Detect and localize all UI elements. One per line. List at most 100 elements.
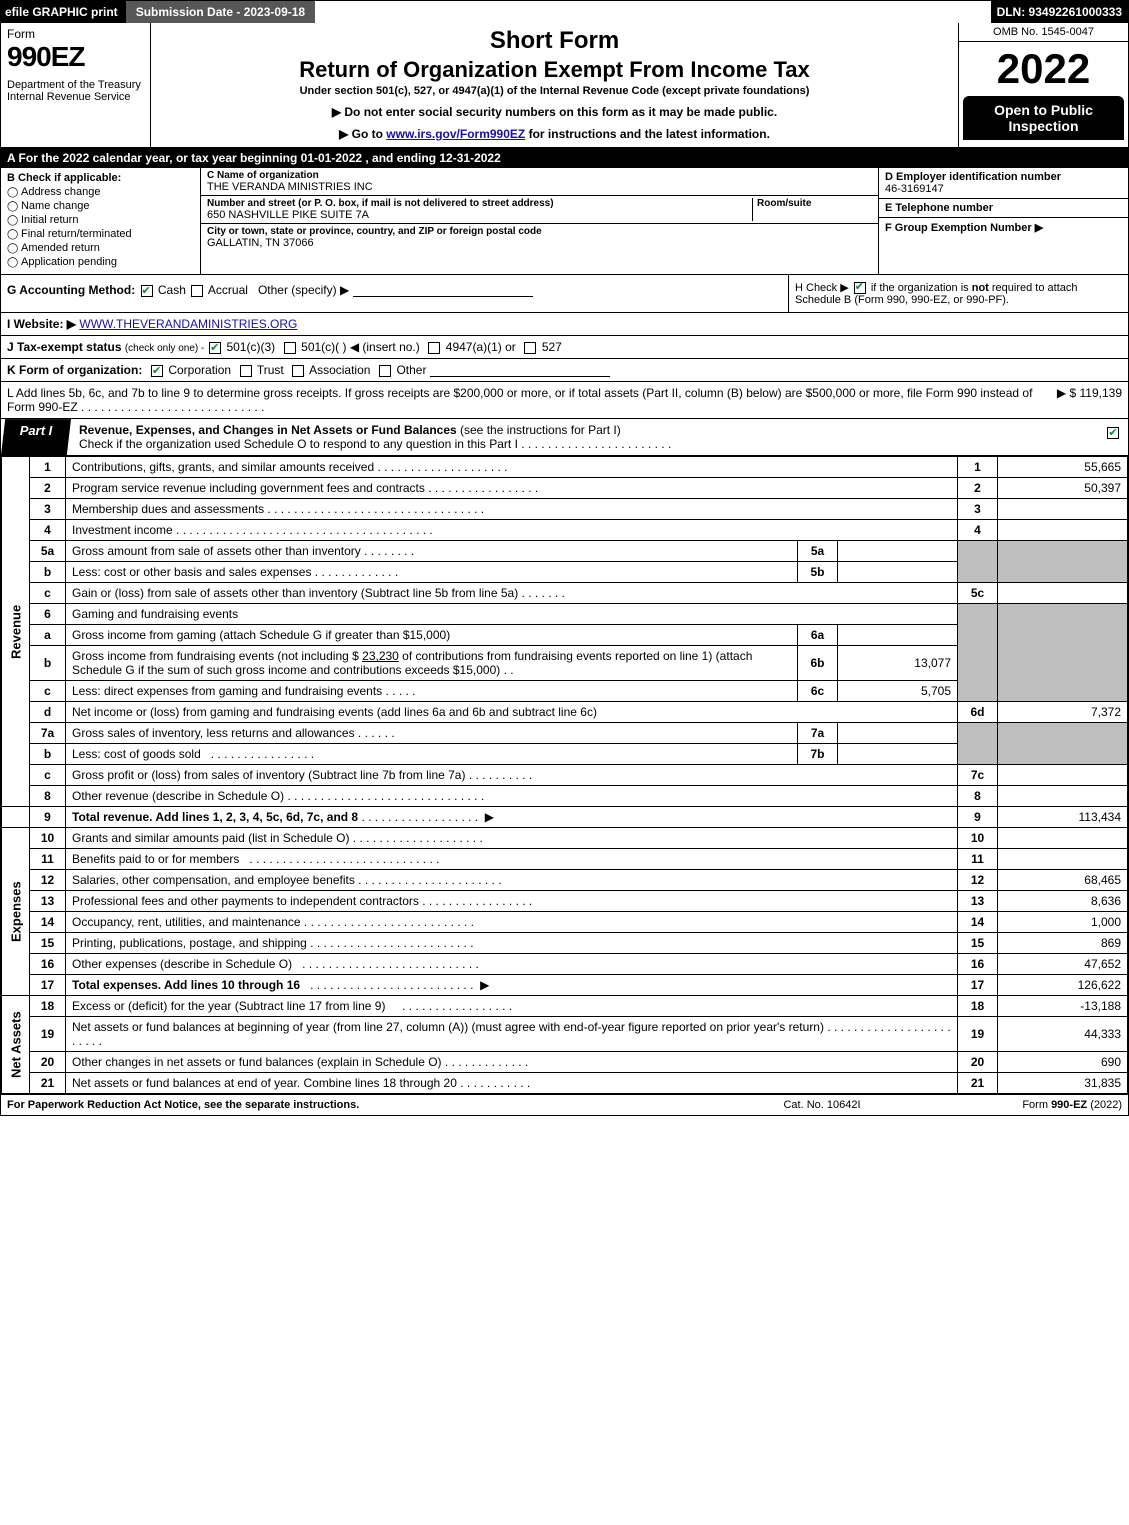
l3-n: 3 bbox=[30, 499, 66, 520]
l6b-n: b bbox=[30, 646, 66, 681]
l5c-v bbox=[998, 583, 1128, 604]
row-I-website: I Website: ▶ WWW.THEVERANDAMINISTRIES.OR… bbox=[1, 313, 1128, 336]
l5ab-grey bbox=[958, 541, 998, 583]
l6a-d: Gross income from gaming (attach Schedul… bbox=[66, 625, 798, 646]
B-final-return[interactable]: Final return/terminated bbox=[7, 228, 194, 240]
l10-d: Grants and similar amounts paid (list in… bbox=[66, 828, 958, 849]
K-other-blank[interactable] bbox=[430, 363, 610, 377]
part1-check-text: Check if the organization used Schedule … bbox=[79, 437, 518, 451]
K-assoc-check[interactable] bbox=[292, 365, 304, 377]
irs-link[interactable]: www.irs.gov/Form990EZ bbox=[386, 127, 525, 141]
B-application-pending[interactable]: Application pending bbox=[7, 256, 194, 268]
row-line-9: 9 Total revenue. Add lines 1, 2, 3, 4, 5… bbox=[2, 807, 1128, 828]
C-city-label: City or town, state or province, country… bbox=[207, 226, 872, 237]
expenses-vlabel: Expenses bbox=[2, 828, 30, 996]
L-amount: 119,139 bbox=[1080, 386, 1123, 400]
H-check[interactable] bbox=[854, 282, 866, 294]
row-line-7c: c Gross profit or (loss) from sales of i… bbox=[2, 765, 1128, 786]
K-corp-check[interactable] bbox=[151, 365, 163, 377]
revenue-vlabel: Revenue bbox=[2, 457, 30, 807]
l9-n: 9 bbox=[30, 807, 66, 828]
row-line-20: 20 Other changes in net assets or fund b… bbox=[2, 1052, 1128, 1073]
J-501c-check[interactable] bbox=[284, 342, 296, 354]
form-header: Form 990EZ Department of the Treasury In… bbox=[1, 23, 1128, 148]
B-name-change[interactable]: Name change bbox=[7, 200, 194, 212]
instr-goto: ▶ Go to www.irs.gov/Form990EZ for instru… bbox=[157, 127, 952, 141]
l12-v: 68,465 bbox=[998, 870, 1128, 891]
l9-v: 113,434 bbox=[998, 807, 1128, 828]
l8-c: 8 bbox=[958, 786, 998, 807]
B-address-change[interactable]: Address change bbox=[7, 186, 194, 198]
row-line-8: 8 Other revenue (describe in Schedule O)… bbox=[2, 786, 1128, 807]
l6a-m: 6a bbox=[798, 625, 838, 646]
l17-c: 17 bbox=[958, 975, 998, 996]
I-website-link[interactable]: WWW.THEVERANDAMINISTRIES.ORG bbox=[79, 317, 297, 331]
l20-n: 20 bbox=[30, 1052, 66, 1073]
l6d-v: 7,372 bbox=[998, 702, 1128, 723]
K-assoc: Association bbox=[309, 363, 370, 377]
E-label: E Telephone number bbox=[885, 202, 1122, 214]
l7a-mv bbox=[838, 723, 958, 744]
form-number: 990EZ bbox=[7, 41, 144, 73]
l6a-n: a bbox=[30, 625, 66, 646]
K-other-check[interactable] bbox=[379, 365, 391, 377]
l5c-c: 5c bbox=[958, 583, 998, 604]
l6c-mv: 5,705 bbox=[838, 681, 958, 702]
l2-n: 2 bbox=[30, 478, 66, 499]
B-initial-return[interactable]: Initial return bbox=[7, 214, 194, 226]
l16-v: 47,652 bbox=[998, 954, 1128, 975]
l11-v bbox=[998, 849, 1128, 870]
open-to-public: Open to Public Inspection bbox=[963, 96, 1124, 140]
I-label: I Website: ▶ bbox=[7, 317, 76, 331]
part1-schedO-check[interactable] bbox=[1098, 419, 1128, 455]
B-amended-return[interactable]: Amended return bbox=[7, 242, 194, 254]
footer-catno: Cat. No. 10642I bbox=[722, 1099, 922, 1111]
l5a-mv bbox=[838, 541, 958, 562]
J-501c3-check[interactable] bbox=[209, 342, 221, 354]
J-4947-check[interactable] bbox=[428, 342, 440, 354]
instr-no-ssn: ▶ Do not enter social security numbers o… bbox=[157, 105, 952, 119]
efile-graphic-print[interactable]: efile GRAPHIC print bbox=[1, 1, 122, 23]
l11-c: 11 bbox=[958, 849, 998, 870]
l8-v bbox=[998, 786, 1128, 807]
row-L-gross-receipts: L Add lines 5b, 6c, and 7b to line 9 to … bbox=[1, 382, 1128, 419]
l7b-m: 7b bbox=[798, 744, 838, 765]
l6b-mv: 13,077 bbox=[838, 646, 958, 681]
l4-c: 4 bbox=[958, 520, 998, 541]
l20-c: 20 bbox=[958, 1052, 998, 1073]
l4-d: Investment income . . . . . . . . . . . … bbox=[66, 520, 958, 541]
row-A-tax-year: A For the 2022 calendar year, or tax yea… bbox=[1, 148, 1128, 168]
part1-table: Revenue 1 Contributions, gifts, grants, … bbox=[1, 456, 1128, 1094]
l18-c: 18 bbox=[958, 996, 998, 1017]
l15-d: Printing, publications, postage, and shi… bbox=[66, 933, 958, 954]
l16-n: 16 bbox=[30, 954, 66, 975]
l14-c: 14 bbox=[958, 912, 998, 933]
l5a-d: Gross amount from sale of assets other t… bbox=[66, 541, 798, 562]
l7c-c: 7c bbox=[958, 765, 998, 786]
l13-v: 8,636 bbox=[998, 891, 1128, 912]
J-527-check[interactable] bbox=[524, 342, 536, 354]
K-other: Other bbox=[396, 363, 426, 377]
l6c-m: 6c bbox=[798, 681, 838, 702]
row-line-18: Net Assets 18 Excess or (deficit) for th… bbox=[2, 996, 1128, 1017]
l5a-m: 5a bbox=[798, 541, 838, 562]
footer-formref: Form 990-EZ (2022) bbox=[922, 1099, 1122, 1111]
H-post: if the organization is bbox=[871, 282, 972, 294]
G-accrual-check[interactable] bbox=[191, 285, 203, 297]
l6abc-grey-val bbox=[998, 604, 1128, 702]
G-cash-check[interactable] bbox=[141, 285, 153, 297]
l1-v: 55,665 bbox=[998, 457, 1128, 478]
row-line-15: 15 Printing, publications, postage, and … bbox=[2, 933, 1128, 954]
D-value: 46-3169147 bbox=[885, 183, 1122, 195]
header-left: Form 990EZ Department of the Treasury In… bbox=[1, 23, 151, 147]
l5b-d: Less: cost or other basis and sales expe… bbox=[66, 562, 798, 583]
l19-v: 44,333 bbox=[998, 1017, 1128, 1052]
row-line-16: 16 Other expenses (describe in Schedule … bbox=[2, 954, 1128, 975]
row-line-5c: c Gain or (loss) from sale of assets oth… bbox=[2, 583, 1128, 604]
C-room-label: Room/suite bbox=[757, 198, 872, 209]
l7c-v bbox=[998, 765, 1128, 786]
K-trust-check[interactable] bbox=[240, 365, 252, 377]
l3-d: Membership dues and assessments . . . . … bbox=[66, 499, 958, 520]
l2-c: 2 bbox=[958, 478, 998, 499]
G-other-blank[interactable] bbox=[353, 283, 533, 297]
